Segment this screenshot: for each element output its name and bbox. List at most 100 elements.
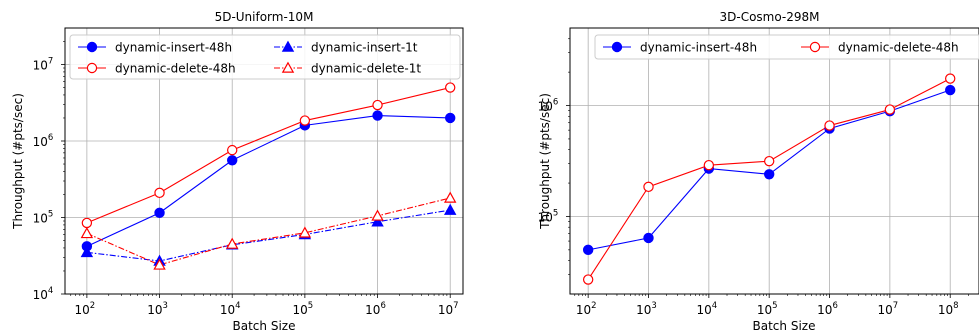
x-tick-label: 107	[878, 301, 899, 317]
x-tick-exp: 3	[651, 301, 656, 311]
plot-area	[582, 73, 956, 285]
chart-3d-cosmo: 102 103 104 105 106 107 1081051063D-Cosmo-298M…	[538, 10, 979, 333]
y-tick-base: 10	[33, 58, 48, 72]
series-line-dynamic-delete-1t	[86, 197, 451, 266]
y-tick-base: 10	[538, 100, 553, 114]
x-tick-exp: 8	[953, 301, 958, 311]
data-point-dynamic-delete-48h	[945, 73, 956, 84]
legend-marker	[281, 40, 295, 52]
x-tick-exp: 7	[893, 301, 898, 311]
legend-marker	[281, 61, 295, 73]
y-tick-exp: 4	[48, 286, 53, 296]
x-tick-base: 10	[938, 303, 953, 317]
data-point-dynamic-delete-48h	[703, 159, 715, 171]
x-tick-base: 10	[757, 303, 772, 317]
axes-frame	[569, 27, 979, 295]
x-tick-label: 104	[220, 301, 241, 317]
x-tick-base: 10	[576, 303, 591, 317]
data-point-dynamic-insert-48h	[582, 244, 594, 256]
data-point-dynamic-insert-48h	[154, 207, 165, 219]
y-tick-exp: 5	[553, 208, 558, 218]
minor-ticks	[63, 41, 448, 296]
x-tick-exp: 6	[380, 301, 385, 311]
legend-item: dynamic-insert-48h	[603, 41, 757, 55]
x-tick-exp: 2	[591, 301, 596, 311]
x-tick-base: 10	[365, 303, 380, 317]
data-point-dynamic-delete-1t	[371, 209, 384, 221]
x-tick-exp: 5	[308, 301, 313, 311]
legend-label: dynamic-delete-1t	[311, 62, 421, 76]
x-tick-exp: 5	[772, 301, 777, 311]
data-point-dynamic-delete-1t	[80, 226, 94, 239]
legend-item: dynamic-delete-48h	[78, 62, 236, 76]
series-line-dynamic-insert-48h	[86, 115, 451, 247]
x-tick-base: 10	[75, 303, 90, 317]
legend-item: dynamic-delete-1t	[274, 62, 421, 76]
data-point-dynamic-delete-1t	[225, 237, 239, 249]
data-point-dynamic-delete-48h	[154, 187, 165, 199]
legend-label: dynamic-insert-48h	[640, 41, 757, 55]
data-point-dynamic-delete-48h	[372, 99, 383, 111]
x-tick-label: 106	[365, 301, 386, 317]
legend-box	[69, 34, 461, 80]
data-point-dynamic-delete-48h	[763, 155, 775, 167]
x-tick-base: 10	[438, 303, 453, 317]
data-point-dynamic-delete-48h	[643, 181, 654, 193]
x-tick-exp: 2	[90, 301, 95, 311]
y-tick-base: 10	[538, 210, 553, 224]
x-tick-exp: 6	[832, 301, 837, 311]
data-point-dynamic-insert-48h	[445, 112, 456, 124]
x-tick-label: 102	[75, 301, 96, 317]
data-point-dynamic-insert-48h	[372, 110, 383, 121]
x-tick-base: 10	[696, 303, 711, 317]
x-tick-label: 107	[438, 301, 459, 317]
legend-label: dynamic-delete-48h	[838, 41, 959, 55]
legend: dynamic-insert-48h dynamic-delete-48h	[594, 34, 979, 60]
x-tick-label: 106	[817, 301, 838, 317]
data-point-dynamic-delete-48h	[299, 115, 311, 126]
x-tick-label: 104	[696, 301, 717, 317]
x-tick-label: 108	[938, 301, 959, 317]
y-tick-exp: 6	[553, 98, 558, 108]
legend-marker	[86, 41, 98, 53]
y-tick-exp: 7	[48, 56, 53, 66]
data-point-dynamic-delete-48h	[824, 120, 835, 131]
x-tick-base: 10	[293, 303, 308, 317]
legend-box	[594, 34, 979, 60]
x-tick-exp: 3	[162, 301, 167, 311]
x-tick-base: 10	[878, 303, 893, 317]
y-tick-label: 106	[538, 98, 559, 114]
legend-item: dynamic-insert-1t	[274, 41, 418, 55]
x-tick-base: 10	[220, 303, 235, 317]
y-tick-base: 10	[33, 288, 48, 302]
y-axis-label: Throughput (#pts/sec)	[11, 93, 25, 230]
x-axis-label: Batch Size	[753, 319, 816, 333]
data-point-dynamic-insert-48h	[643, 232, 654, 244]
x-tick-label: 105	[293, 301, 314, 317]
legend-label: dynamic-delete-48h	[115, 62, 236, 76]
x-tick-label: 103	[147, 301, 168, 317]
x-tick-base: 10	[147, 303, 162, 317]
data-point-dynamic-delete-1t	[443, 191, 457, 203]
legend-item: dynamic-delete-48h	[801, 41, 959, 55]
data-point-dynamic-insert-1t	[371, 215, 384, 227]
chart-title: 5D-Uniform-10M	[215, 10, 314, 24]
legend-marker	[611, 41, 623, 53]
legend-label: dynamic-insert-1t	[311, 41, 418, 55]
data-point-dynamic-insert-1t	[80, 245, 94, 258]
y-tick-exp: 6	[48, 133, 53, 143]
x-tick-exp: 4	[235, 301, 240, 311]
x-axis-label: Batch Size	[233, 319, 296, 333]
x-tick-exp: 7	[453, 301, 458, 311]
x-tick-exp: 4	[712, 301, 717, 311]
chart-5d-uniform: 102 103 104 105 106 1071041051061075D-Uniform…	[11, 10, 464, 333]
x-tick-label: 102	[576, 301, 597, 317]
y-tick-label: 106	[33, 133, 54, 149]
x-tick-label: 105	[757, 301, 778, 317]
x-tick-base: 10	[636, 303, 651, 317]
y-tick-exp: 5	[48, 209, 53, 219]
y-tick-base: 10	[33, 211, 48, 225]
plot-area	[80, 82, 457, 270]
data-point-dynamic-delete-1t	[298, 226, 312, 238]
